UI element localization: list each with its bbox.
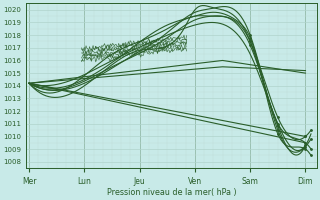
X-axis label: Pression niveau de la mer( hPa ): Pression niveau de la mer( hPa ): [107, 188, 236, 197]
